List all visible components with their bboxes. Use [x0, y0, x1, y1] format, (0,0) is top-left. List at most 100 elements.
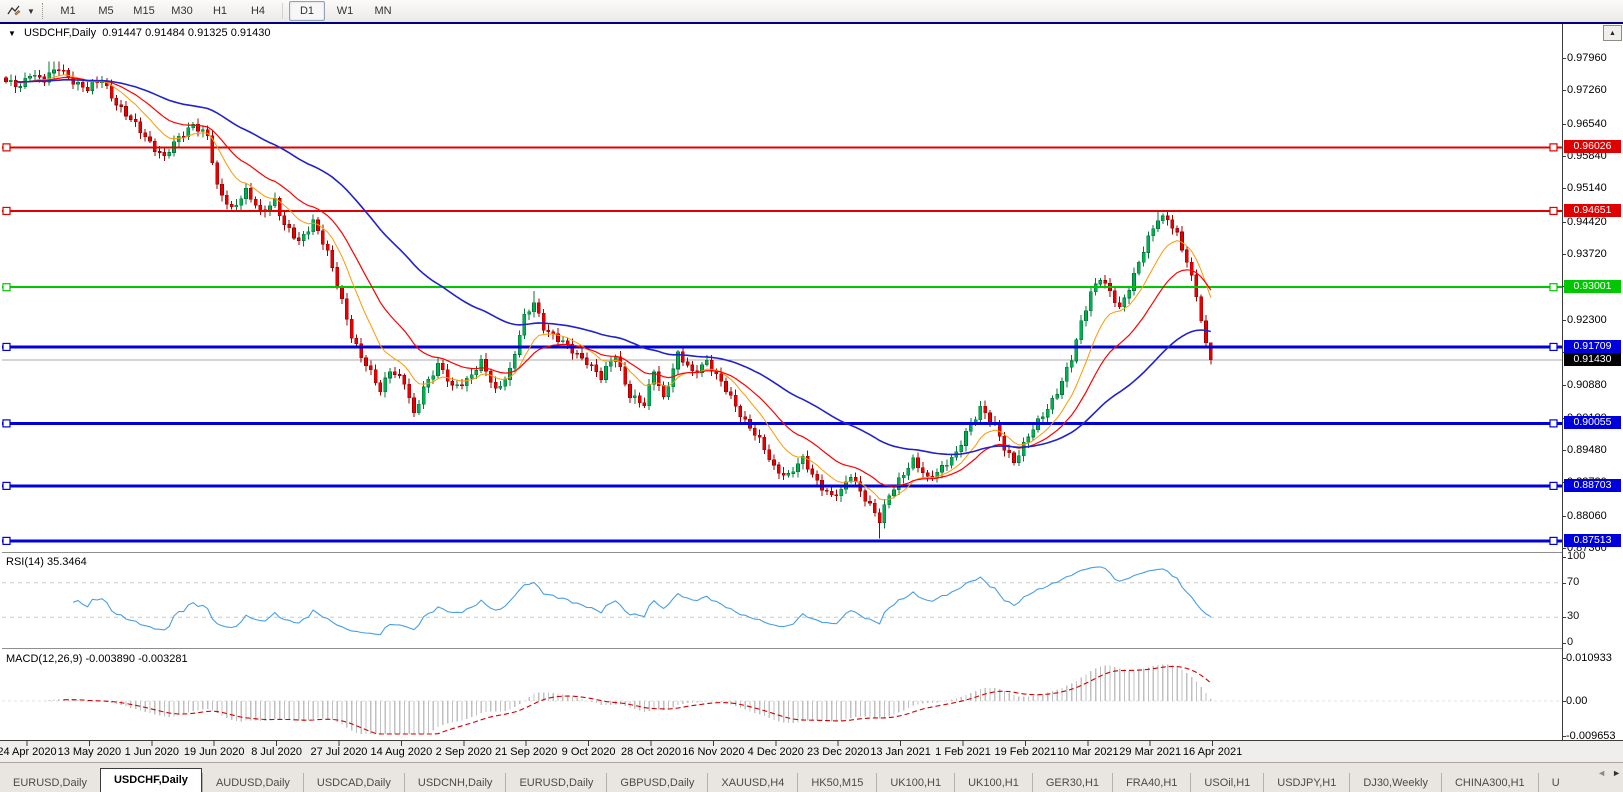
date-label: 29 Mar 2021	[1119, 746, 1182, 758]
line-price-label[interactable]: 0.88703	[1564, 478, 1621, 492]
date-label: 4 Dec 2020	[747, 746, 804, 758]
chart-window-frame	[0, 22, 1623, 24]
chart-tab-china300-h1[interactable]: CHINA300,H1	[1440, 773, 1538, 792]
line-price-label[interactable]: 0.94651	[1564, 203, 1621, 217]
chart-tab-fra40-h1[interactable]: FRA40,H1	[1112, 773, 1190, 792]
timeframe-button-h1[interactable]: H1	[212, 5, 228, 17]
chart-tab-hk50-m15[interactable]: HK50,M15	[797, 773, 876, 792]
chevron-down-icon[interactable]: ▼	[27, 6, 35, 16]
line-handle	[1549, 342, 1558, 352]
timeframe-button-mn[interactable]: MN	[374, 5, 392, 17]
window-restore-button[interactable]: ▲	[1603, 25, 1622, 41]
tab-scroll-right-icon[interactable]: ►	[1612, 768, 1621, 778]
price-tick-label: 0.92300	[1567, 313, 1607, 326]
chart-tab-usdchf-daily[interactable]: USDCHF,Daily	[99, 768, 202, 792]
timeframe-button-m1[interactable]: M1	[60, 5, 76, 17]
timeframe-button-w1[interactable]: W1	[336, 5, 354, 17]
timeframe-buttons: M1 M5 M15 M30 H1 H4 D1 W1 MN	[49, 1, 402, 21]
chart-cursor-icon[interactable]	[4, 2, 24, 20]
macd-signal-line	[63, 665, 1212, 735]
ohlc-open: 0.91447	[102, 27, 142, 39]
chart-tab-usoil-h1[interactable]: USOil,H1	[1190, 773, 1263, 792]
panel-divider[interactable]	[2, 552, 1562, 553]
axis-tick	[1562, 188, 1566, 190]
date-label: 19 Feb 2021	[994, 746, 1057, 758]
line-handle	[1549, 143, 1558, 152]
chart-tab-bar: EURUSD,Daily USDCHF,Daily AUDUSD,Daily USDC…	[0, 762, 1623, 792]
chart-tab-usdjpy-h1[interactable]: USDJPY,H1	[1263, 773, 1349, 792]
chart-tab-dj30-weekly[interactable]: DJ30,Weekly	[1349, 773, 1441, 792]
chart-tab-uk100-h1[interactable]: UK100,H1	[876, 773, 954, 792]
axis-tick	[1562, 253, 1566, 255]
line-handle	[2, 283, 11, 292]
ohlc-high: 0.91484	[145, 27, 185, 39]
line-handle	[2, 206, 11, 216]
toolbar-grip[interactable]	[42, 3, 43, 19]
date-label: 28 Oct 2020	[621, 746, 681, 758]
line-handle	[1549, 419, 1558, 428]
axis-tick	[1562, 385, 1566, 387]
line-price-label[interactable]: 0.90055	[1564, 416, 1621, 430]
line-handle	[2, 481, 11, 490]
ohlc-close: 0.91430	[230, 27, 271, 39]
timeframe-button-h4[interactable]: H4	[250, 5, 266, 17]
chart-menu-icon[interactable]: ▼	[8, 29, 16, 38]
macd-histogram	[43, 664, 1212, 734]
macd-panel	[2, 664, 1562, 735]
axis-tick	[1562, 557, 1566, 558]
tab-scroll-left-icon[interactable]: ◄	[1597, 768, 1607, 778]
date-label: 23 Dec 2020	[806, 746, 870, 758]
price-tick-label: 0.89480	[1567, 443, 1607, 456]
axis-tick	[1562, 155, 1566, 157]
date-label: 16 Apr 2021	[1182, 746, 1243, 758]
macd-scale-top: 0.010933	[1566, 652, 1612, 664]
chart-tab-eurusd-daily[interactable]: EURUSD,Daily	[505, 773, 606, 792]
moving-average-55	[15, 78, 1211, 456]
rsi-label: RSI(14) 35.3464	[6, 556, 87, 568]
macd-label: MACD(12,26,9) -0.003890 -0.003281	[6, 653, 188, 665]
axis-tick	[1562, 582, 1566, 584]
timeframe-button-m30[interactable]: M30	[171, 5, 193, 17]
panel-divider[interactable]	[2, 648, 1562, 649]
date-label: 27 Jul 2020	[310, 746, 368, 758]
axis-tick	[1562, 123, 1566, 125]
chart-tab-u[interactable]: U	[1537, 773, 1573, 792]
axis-tick	[1562, 658, 1566, 659]
line-handle	[2, 143, 11, 152]
line-price-label[interactable]: 0.93001	[1564, 280, 1621, 294]
date-label: 9 Oct 2020	[561, 746, 616, 758]
macd-scale-bottom: -0.009653	[1566, 730, 1616, 742]
timeframe-button-d1[interactable]: D1	[289, 1, 325, 21]
line-price-label[interactable]: 0.96026	[1564, 140, 1621, 154]
rsi-scale-label: 70	[1567, 575, 1580, 588]
date-label: 19 Jun 2020	[183, 746, 245, 758]
chart-tab-gbpusd-daily[interactable]: GBPUSD,Daily	[606, 773, 707, 792]
chart-tab-usdcnh-daily[interactable]: USDCNH,Daily	[403, 773, 506, 792]
chart-tab-audusd-daily[interactable]: AUDUSD,Daily	[201, 773, 303, 792]
chart-tab-usdcad-daily[interactable]: USDCAD,Daily	[302, 773, 404, 792]
date-axis-ticks	[26, 741, 1214, 746]
line-handle	[2, 419, 11, 428]
ohlc-low: 0.91325	[187, 27, 228, 39]
axis-tick	[1562, 221, 1566, 223]
price-tick-label: 0.95140	[1567, 182, 1607, 195]
timeframe-button-m15[interactable]: M15	[133, 5, 155, 17]
rsi-scale-label: 0	[1567, 636, 1574, 648]
line-price-label[interactable]: 0.91709	[1564, 339, 1621, 353]
rsi-line	[73, 566, 1212, 636]
chart-tab-xauusd-h4[interactable]: XAUUSD,H4	[707, 773, 797, 792]
macd-scale-zero: 0.00	[1566, 695, 1588, 707]
line-handle	[1549, 536, 1558, 546]
symbol-label: USDCHF,Daily	[23, 27, 97, 39]
chart-tab-uk100-h1[interactable]: UK100,H1	[954, 773, 1032, 792]
chart-tab-ger30-h1[interactable]: GER30,H1	[1031, 773, 1112, 792]
price-tick-label: 0.94420	[1567, 215, 1607, 228]
toolbar-separator	[282, 3, 283, 19]
date-label: 10 Mar 2021	[1056, 746, 1119, 758]
timeframe-button-m5[interactable]: M5	[98, 5, 114, 17]
line-handle	[2, 536, 11, 546]
axis-tick	[1562, 515, 1566, 517]
chart-tab-eurusd-daily[interactable]: EURUSD,Daily	[13, 777, 87, 789]
rsi-scale-label: 100	[1567, 550, 1586, 562]
line-price-label[interactable]: 0.87513	[1564, 533, 1621, 547]
